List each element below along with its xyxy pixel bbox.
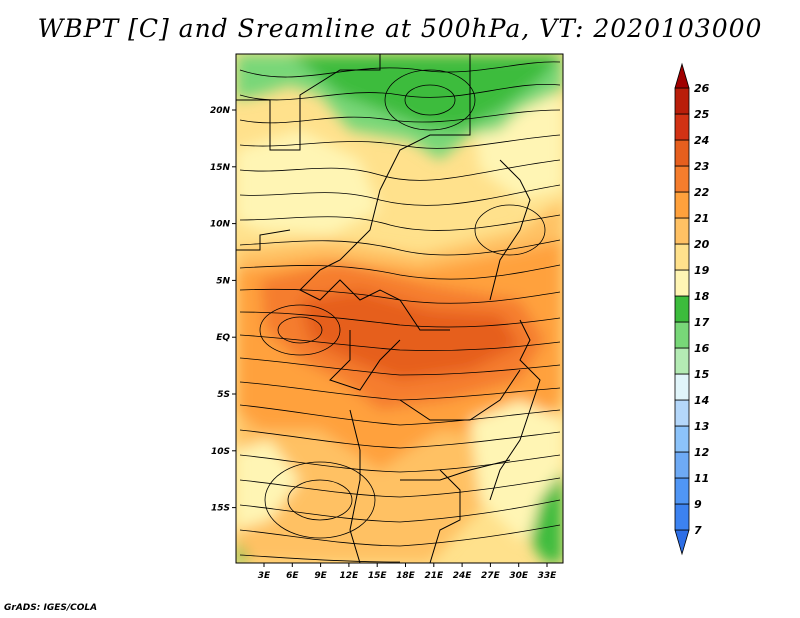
lon-label: 21E (424, 571, 444, 581)
colorbar-swatch (674, 373, 690, 401)
colorbar-swatch (674, 503, 690, 531)
lat-label: EQ (216, 333, 230, 343)
colorbar-swatch (674, 269, 690, 297)
colorbar-label: 26 (694, 82, 710, 95)
colorbar-swatch (674, 165, 690, 193)
colorbar-max-arrow (674, 62, 690, 89)
colorbar-label: 20 (694, 238, 710, 251)
lon-label: 18E (396, 571, 416, 581)
lat-label: 5N (216, 276, 230, 286)
colorbar-swatch (674, 477, 690, 505)
lat-label: 5S (217, 390, 230, 400)
colorbar-swatch (674, 425, 690, 453)
colorbar-label: 16 (694, 342, 710, 355)
colorbar-label: 7 (694, 524, 702, 537)
streamlines (239, 61, 561, 563)
colorbar-label: 25 (694, 108, 710, 121)
lon-label: 6E (286, 571, 299, 581)
lon-label: 33E (538, 571, 558, 581)
colorbar-swatch (674, 191, 690, 219)
lon-label: 30E (509, 571, 529, 581)
longitude-axis: 3E 6E 9E 12E 15E 18E 21E 24E 27E 30E 33E (258, 563, 557, 581)
lon-label: 24E (453, 571, 473, 581)
colorbar-swatch (674, 87, 690, 115)
colorbar: 7 9 11 12 13 14 15 16 17 18 19 20 21 22 23 24 25 26 (674, 62, 710, 556)
lon-label: 9E (314, 571, 327, 581)
colorbar-swatch (674, 451, 690, 479)
colorbar-swatch (674, 139, 690, 167)
colorbar-swatch (674, 217, 690, 245)
colorbar-label: 14 (694, 394, 709, 407)
colorbar-label: 19 (694, 264, 710, 277)
lon-label: 3E (258, 571, 271, 581)
colorbar-swatch (674, 399, 690, 427)
footer-credit: GrADS: IGES/COLA (4, 603, 98, 613)
colorbar-swatch (674, 347, 690, 375)
lat-label: 15S (211, 504, 230, 514)
colorbar-label: 22 (694, 186, 710, 199)
colorbar-label: 18 (694, 290, 710, 303)
colorbar-label: 23 (694, 160, 710, 173)
colorbar-swatch (674, 321, 690, 349)
colorbar-label: 17 (694, 316, 710, 329)
lat-label: 10N (210, 220, 231, 230)
map-frame (235, 53, 564, 564)
colorbar-swatch (674, 243, 690, 271)
lat-label: 20N (210, 106, 231, 116)
colorbar-label: 21 (694, 212, 709, 225)
lon-label: 15E (368, 571, 388, 581)
colorbar-min-arrow (674, 529, 690, 556)
colorbar-label: 9 (694, 498, 702, 511)
country-borders (236, 54, 541, 563)
colorbar-swatch (674, 295, 690, 323)
lat-label: 10S (211, 447, 230, 457)
lon-label: 12E (340, 571, 360, 581)
lat-label: 15N (210, 163, 231, 173)
map-title: WBPT [C] and Sreamline at 500hPa, VT: 20… (37, 14, 763, 43)
colorbar-swatch (674, 113, 690, 141)
latitude-axis: 20N 15N 10N 5N EQ 5S 10S 15S (210, 106, 236, 514)
lon-label: 27E (481, 571, 501, 581)
wbpt-field (236, 54, 563, 563)
colorbar-label: 12 (694, 446, 710, 459)
colorbar-label: 13 (694, 420, 710, 433)
colorbar-label: 24 (694, 134, 709, 147)
colorbar-label: 15 (694, 368, 710, 381)
colorbar-label: 11 (694, 472, 709, 485)
